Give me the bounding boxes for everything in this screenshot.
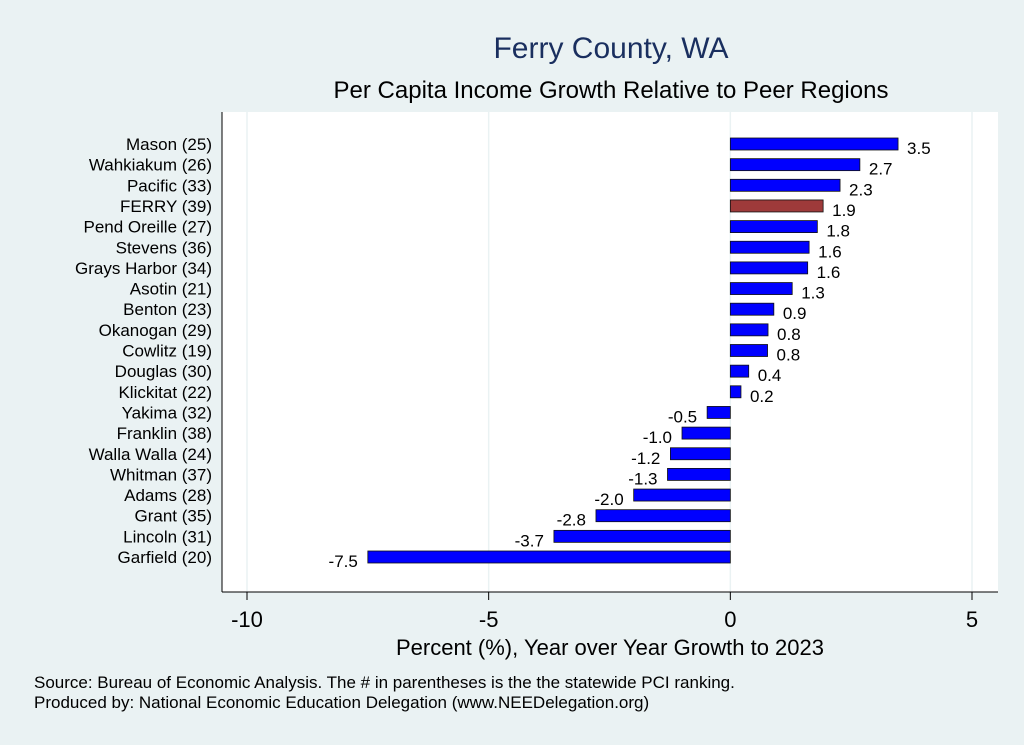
category-label: Asotin (21) (130, 280, 212, 299)
value-label: -0.5 (668, 407, 697, 426)
category-label: Walla Walla (24) (89, 445, 212, 464)
value-label: -3.7 (515, 531, 544, 550)
chart-title: Ferry County, WA (493, 32, 728, 65)
bar-highlight (729, 199, 824, 213)
bar (595, 509, 731, 523)
value-label: -7.5 (329, 552, 358, 571)
category-label: Douglas (30) (115, 362, 212, 381)
category-label: Lincoln (31) (123, 527, 212, 546)
source-note: Source: Bureau of Economic Analysis. The… (34, 673, 735, 713)
value-label: 2.3 (849, 180, 873, 199)
x-tick-label: -10 (231, 607, 263, 632)
x-tick-label: 0 (724, 607, 736, 632)
category-label: Pacific (33) (127, 176, 212, 195)
bar (729, 240, 810, 254)
category-label: Adams (28) (124, 486, 212, 505)
x-tick-label: -5 (479, 607, 499, 632)
value-label: 1.6 (818, 242, 842, 261)
bar (706, 406, 731, 419)
category-label: Pend Oreille (27) (83, 218, 212, 237)
bar (729, 364, 750, 378)
category-label: Wahkiakum (26) (89, 156, 212, 175)
category-label: Garfield (20) (118, 548, 212, 567)
x-tick-label: 5 (966, 607, 978, 632)
category-labels: Mason (25) Wahkiakum (26)Pacific (33) FERR… (75, 135, 212, 567)
value-label: 0.8 (777, 325, 801, 344)
bar (729, 158, 861, 172)
category-label: Franklin (38) (117, 424, 212, 443)
value-label: 0.8 (777, 346, 801, 365)
category-label: Mason (25) (126, 135, 212, 154)
bar (729, 302, 775, 316)
bar (367, 550, 731, 564)
value-label: 0.2 (750, 387, 774, 406)
category-label: Stevens (36) (116, 238, 212, 257)
x-axis-title: Percent (%), Year over Year Growth to 20… (396, 635, 824, 660)
value-label: 0.4 (758, 366, 782, 385)
category-label: Okanogan (29) (99, 321, 212, 340)
produced-by-line: Produced by: National Economic Education… (34, 693, 650, 712)
category-label: Grant (35) (135, 507, 212, 526)
bar (729, 178, 841, 192)
value-labels: 3.52.72.31.91.81.61.61.30.90.80.80.40.2-… (329, 139, 931, 571)
bar (667, 467, 731, 481)
value-label: 1.6 (817, 263, 841, 282)
bar (729, 261, 809, 275)
value-label: 1.9 (832, 201, 856, 220)
category-label: Yakima (32) (122, 403, 212, 422)
bar (729, 282, 793, 295)
bar (729, 344, 768, 357)
value-label: -2.8 (557, 511, 586, 530)
category-label: Klickitat (22) (118, 383, 212, 402)
x-axis-ticks: -10 -5 0 5 (231, 592, 978, 632)
value-label: 1.8 (826, 222, 850, 241)
bar (670, 447, 731, 461)
value-label: 0.9 (783, 304, 807, 323)
value-label: -1.3 (628, 469, 657, 488)
value-label: -2.0 (594, 490, 623, 509)
value-label: -1.2 (631, 449, 660, 468)
bar (681, 426, 731, 440)
source-line: Source: Bureau of Economic Analysis. The… (34, 673, 735, 692)
value-label: 3.5 (907, 139, 931, 158)
value-label: 2.7 (869, 160, 893, 179)
category-label: Benton (23) (123, 300, 212, 319)
bar (729, 385, 742, 399)
bar (729, 220, 818, 234)
category-label: FERRY (39) (120, 197, 212, 216)
chart-subtitle: Per Capita Income Growth Relative to Pee… (334, 77, 889, 104)
bars (367, 137, 899, 564)
value-label: -1.0 (643, 428, 672, 447)
bar (729, 323, 769, 337)
category-label: Whitman (37) (110, 465, 212, 484)
bar (553, 529, 731, 543)
category-label: Cowlitz (19) (122, 342, 212, 361)
bar (729, 137, 899, 151)
bar (633, 488, 731, 502)
category-label: Grays Harbor (34) (75, 259, 212, 278)
value-label: 1.3 (801, 284, 825, 303)
